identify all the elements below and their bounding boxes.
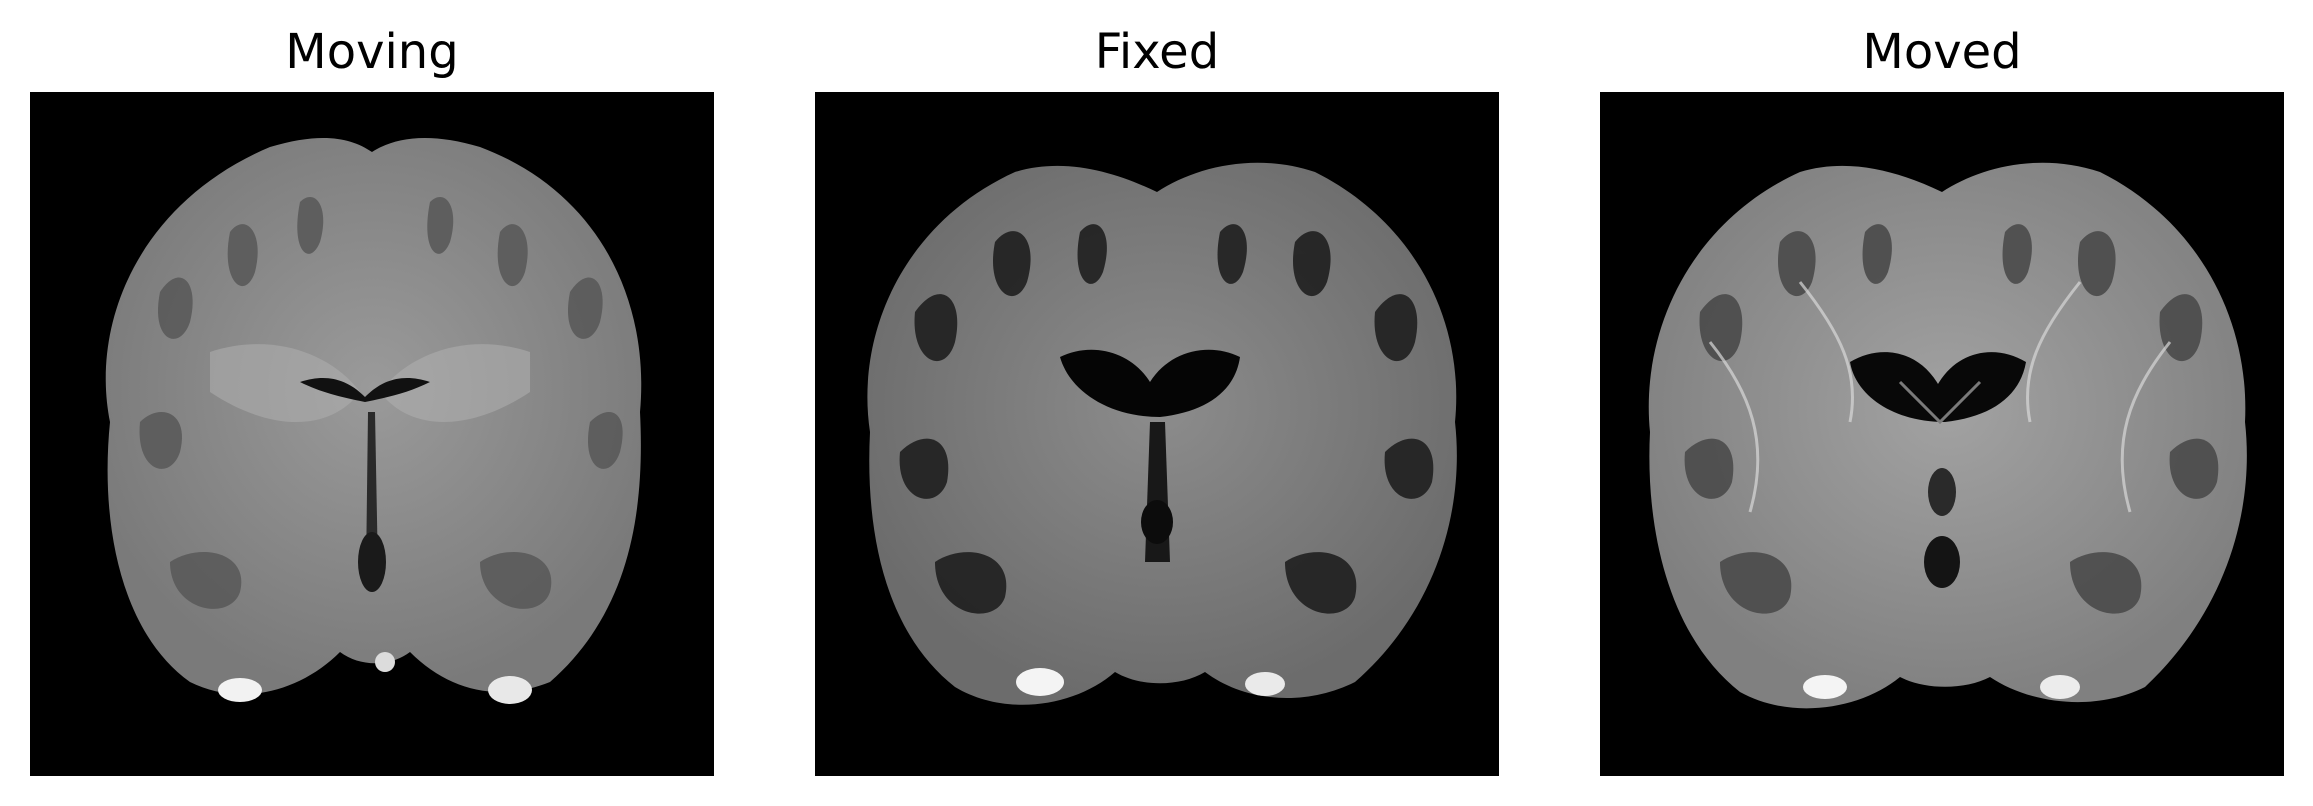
panel-title: Moving xyxy=(285,24,459,80)
brain-mri-moved xyxy=(1600,92,2284,776)
panel-title: Moved xyxy=(1862,24,2022,80)
brain-slice-image xyxy=(30,92,714,776)
brain-mri-fixed xyxy=(815,92,1499,776)
panel-moving: Moving xyxy=(30,0,714,806)
panel-moved: Moved xyxy=(1600,0,2284,806)
panel-fixed: Fixed xyxy=(815,0,1499,806)
brain-slice-image xyxy=(815,92,1499,776)
brain-mri-moving xyxy=(30,92,714,776)
panel-title: Fixed xyxy=(1094,24,1220,80)
brain-slice-image xyxy=(1600,92,2284,776)
